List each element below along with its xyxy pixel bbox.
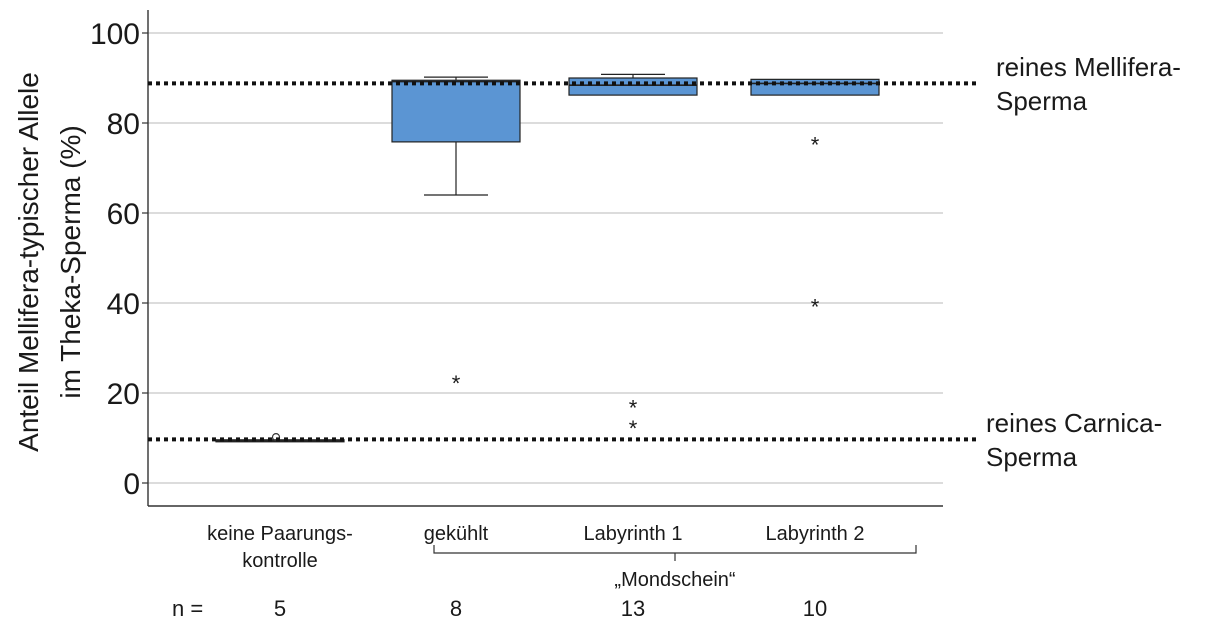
outlier-star: * [811,132,820,157]
reference-label-line2: Sperma [986,442,1078,472]
reference-label-line2: Sperma [996,86,1088,116]
x-category-label-line2: kontrolle [242,550,318,572]
n-value: 5 [274,596,286,621]
y-tick-label: 100 [90,18,140,51]
y-tick-label: 0 [123,468,140,501]
outlier-star: * [629,396,638,421]
y-axis-label-line2: im Theka-Sperma (%) [55,125,86,398]
group-label: „Mondschein“ [614,569,735,591]
y-tick-label: 20 [107,378,140,411]
box-iqr [568,77,698,96]
n-value: 13 [621,596,645,621]
x-category-label: Labyrinth 2 [766,523,865,545]
x-category-label: gekühlt [424,523,489,545]
n-value: 8 [450,596,462,621]
outlier-star: * [452,371,461,396]
y-tick-label: 40 [107,288,140,321]
reference-label-line1: reines Mellifera- [996,52,1181,82]
y-tick-label: 60 [107,198,140,231]
n-value: 10 [803,596,827,621]
group-bracket [433,545,917,554]
x-category-label: Labyrinth 1 [584,523,683,545]
box-iqr [391,79,521,143]
y-tick-label: 80 [107,108,140,141]
n-label: n = [172,596,203,621]
outlier-star: * [811,294,820,319]
reference-label-line1: reines Carnica- [986,408,1162,438]
outlier-star: * [629,416,638,441]
y-axis-label-line1: Anteil Mellifera-typischer Allele [13,72,44,452]
x-category-label: keine Paarungs- [207,523,353,545]
